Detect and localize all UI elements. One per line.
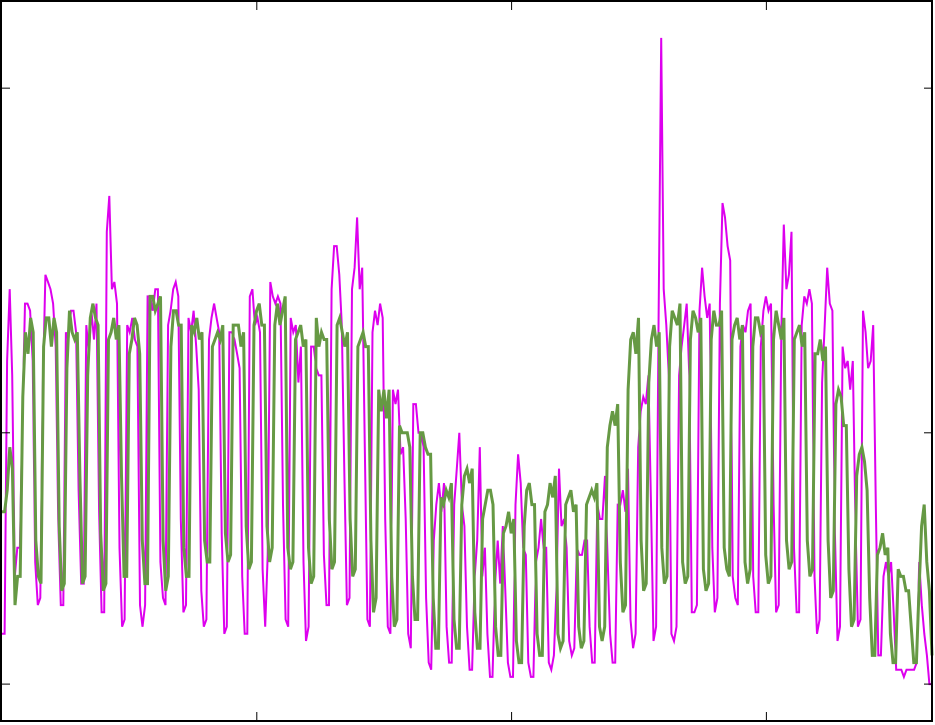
series-layer	[2, 37, 934, 686]
series-line-2	[2, 294, 934, 665]
series-line-1	[2, 37, 932, 686]
